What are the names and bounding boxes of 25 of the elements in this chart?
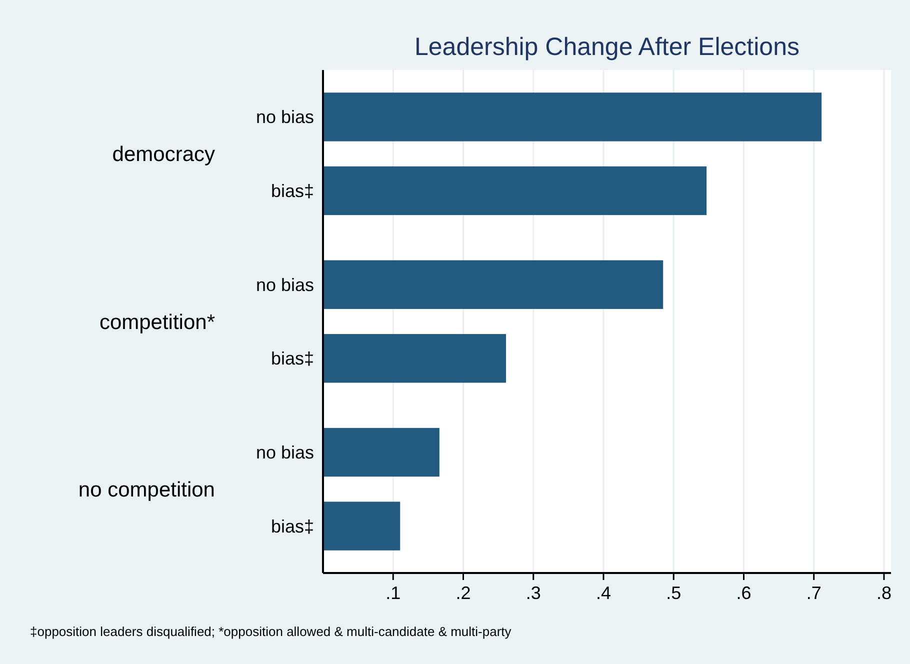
x-tick-label: .5: [666, 583, 682, 603]
text: bias‡: [270, 516, 314, 536]
x-tick-label: .1: [386, 583, 401, 603]
bar: [323, 260, 664, 309]
series-label: no bias: [256, 107, 314, 128]
bar: [323, 166, 707, 216]
x-tick-label: .8: [876, 583, 892, 603]
y-tick-label: no competition: [78, 478, 215, 502]
x-tick-label: .7: [806, 583, 822, 603]
chart-title: Leadership Change After Elections: [414, 33, 800, 61]
x-tick-label: .4: [596, 583, 611, 603]
x-tick-label: .6: [736, 583, 752, 603]
bar: [323, 334, 506, 383]
text: ‡opposition leaders disqualified; *opposition allowed & multi-candidate & multi-party: [30, 624, 512, 639]
bar: [323, 428, 440, 477]
y-tick-label: competition*: [99, 310, 215, 334]
text: bias‡: [270, 348, 314, 369]
x-tick-label: .2: [456, 583, 471, 603]
bar: [323, 92, 822, 142]
x-tick-label: .3: [526, 583, 541, 603]
series-label: bias‡: [270, 181, 314, 202]
bar: [323, 502, 400, 550]
text: no bias: [256, 274, 314, 295]
y-tick-label: democracy: [112, 143, 216, 166]
text: no bias: [256, 442, 314, 463]
